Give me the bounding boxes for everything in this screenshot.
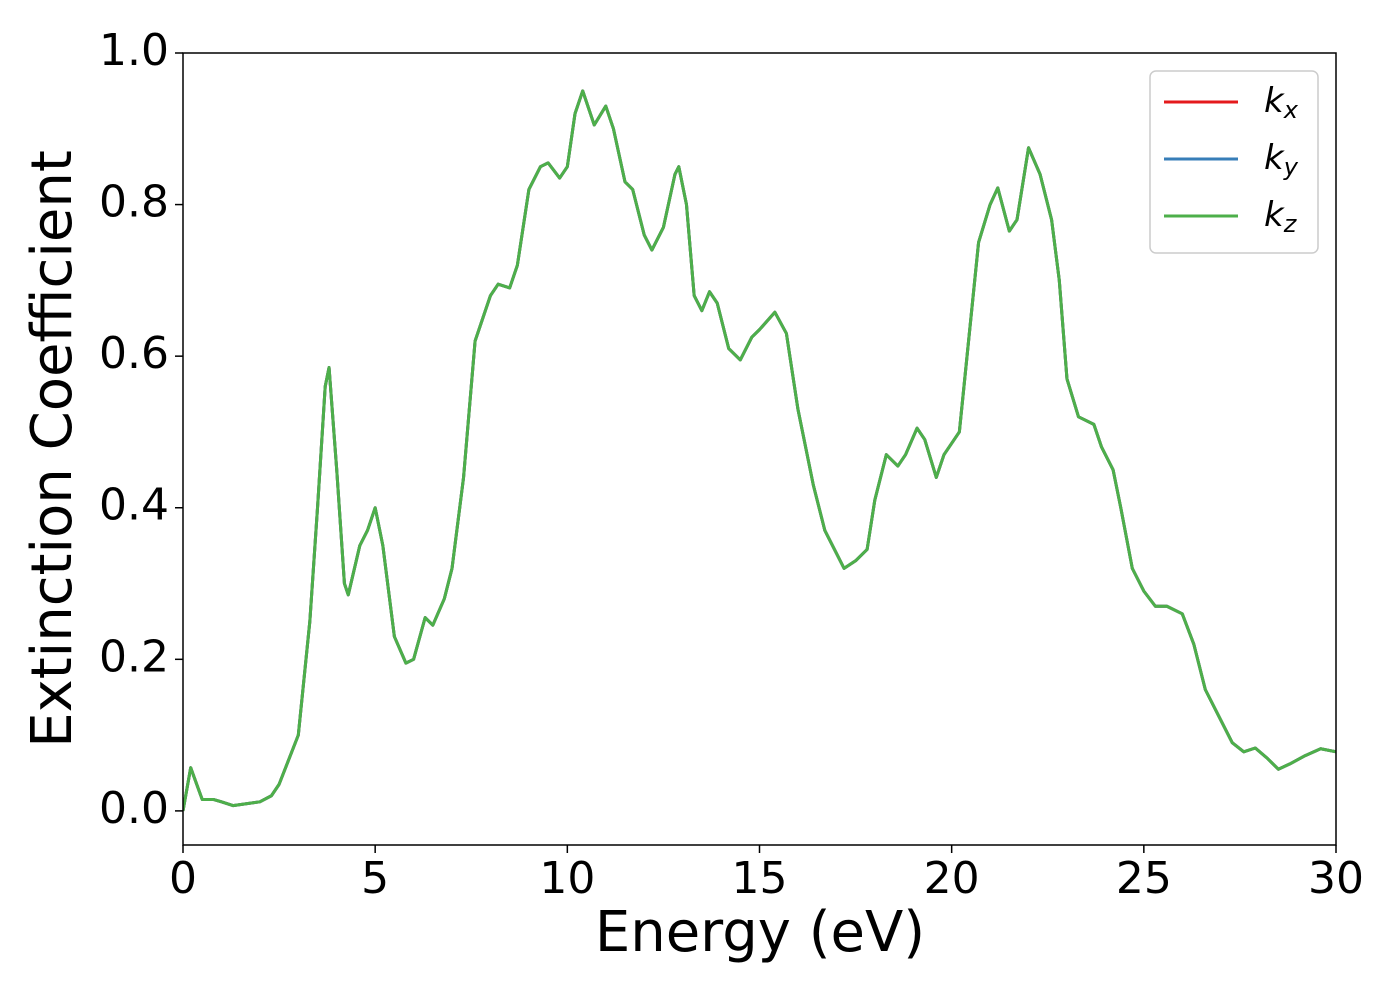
- legend-label: kz: [1264, 195, 1298, 239]
- legend-label: ky: [1264, 138, 1299, 182]
- y-axis-label: Extinction Coefficient: [20, 150, 85, 748]
- y-tick-label: 0.8: [99, 177, 169, 228]
- legend-label: kx: [1264, 81, 1299, 125]
- y-tick-label: 0.0: [99, 783, 169, 834]
- x-tick-label: 0: [169, 853, 197, 904]
- x-tick-label: 25: [1116, 853, 1172, 904]
- legend-box: [1149, 70, 1319, 254]
- x-axis-label: Energy (eV): [595, 900, 925, 965]
- x-tick-label: 10: [539, 853, 595, 904]
- y-tick-label: 0.2: [99, 631, 169, 682]
- data-line: [183, 89, 1336, 812]
- x-tick-label: 20: [924, 853, 980, 904]
- y-tick-label: 1.0: [99, 25, 169, 76]
- y-tick-label: 0.6: [99, 328, 169, 379]
- plot-frame: [182, 52, 1337, 846]
- x-tick-label: 30: [1308, 853, 1364, 904]
- x-tick-label: 5: [361, 853, 389, 904]
- x-tick-label: 15: [732, 853, 788, 904]
- y-tick-label: 0.4: [99, 480, 169, 531]
